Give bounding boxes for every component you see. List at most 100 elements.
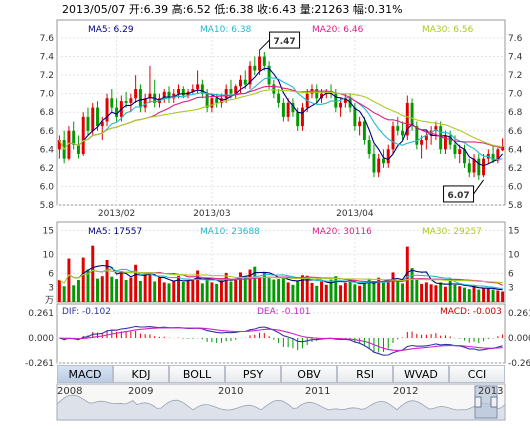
tab-psy[interactable]: PSY [225, 365, 281, 383]
volume-bar [186, 280, 190, 302]
candle-body [191, 89, 195, 92]
annotation-box [269, 31, 301, 49]
price-legend-ma20: MA20: 6.46 [312, 25, 364, 35]
candle-body [162, 91, 166, 99]
candle-body [372, 153, 376, 173]
tab-rsi[interactable]: RSI [337, 365, 393, 383]
candle-body [424, 135, 428, 141]
volume-bar [200, 283, 204, 302]
macd-tick-left: 0.261 [28, 309, 54, 319]
header-field-6: 幅:0.31% [353, 3, 403, 16]
annotation-value: 6.07 [447, 191, 469, 201]
volume-tick-right: 6 [508, 269, 514, 279]
macd-tick-right: -0.261 [508, 359, 530, 369]
volume-tick-right: 15 [508, 226, 519, 236]
macd-legend-macd: MACD: -0.003 [440, 307, 502, 317]
navigator-year-label: 2010 [218, 386, 244, 397]
macd-tick-right: 0.261 [508, 309, 530, 319]
volume-bar [377, 277, 381, 302]
candle-body [401, 130, 405, 136]
annotation-leader [473, 179, 484, 195]
volume-bar [300, 275, 304, 302]
volume-bar [196, 270, 200, 302]
candle-body [134, 89, 138, 99]
volume-bar [443, 286, 447, 302]
volume-legend-ma20: MA20: 30116 [312, 227, 372, 237]
volume-bar [486, 288, 490, 302]
tab-kdj[interactable]: KDJ [113, 365, 169, 383]
candle-body [172, 93, 176, 99]
macd-dif-line [59, 325, 503, 356]
volume-unit: 万 [45, 296, 54, 306]
candle-body [277, 93, 281, 103]
volume-bar [110, 276, 114, 302]
candle-body [267, 65, 271, 85]
price-tick-left: 6.0 [40, 182, 55, 192]
volume-bar [272, 279, 276, 302]
volume-bar [277, 279, 281, 302]
price-tick-right: 6.2 [508, 164, 522, 174]
candle-body [148, 93, 152, 99]
candle-body [100, 121, 104, 127]
volume-bar [329, 279, 333, 302]
date-tick: 2013/04 [336, 209, 374, 219]
candle-body [177, 89, 181, 94]
navigator-year-label: 2011 [305, 386, 331, 397]
candle-body [81, 116, 85, 154]
volume-bar [67, 258, 71, 302]
candle-body [143, 98, 147, 108]
candle-body [167, 91, 171, 99]
volume-bar [439, 282, 443, 302]
volume-legend-ma30: MA30: 29257 [422, 227, 482, 237]
date-tick: 2013/02 [98, 209, 135, 219]
volume-bar [453, 284, 457, 302]
candle-body [386, 149, 390, 164]
volume-bar [100, 276, 104, 302]
price-tick-left: 6.2 [40, 164, 54, 174]
candle-body [367, 140, 371, 154]
candle-body [491, 153, 495, 161]
candle-body [381, 158, 385, 164]
candle-body [482, 158, 486, 176]
price-tick-left: 6.4 [40, 145, 55, 155]
volume-bar [496, 290, 500, 302]
volume-tick-right: 3 [508, 284, 514, 294]
volume-bar [124, 280, 128, 302]
price-tick-left: 7.2 [40, 71, 54, 81]
candle-body [477, 158, 481, 176]
candle-body [467, 163, 471, 173]
volume-bar [210, 282, 214, 302]
price-tick-right: 7.6 [508, 34, 523, 44]
candle-body [262, 56, 266, 66]
volume-bar [177, 275, 181, 302]
tab-obv[interactable]: OBV [281, 365, 337, 383]
annotation-leader [259, 39, 270, 51]
candle-body [234, 86, 238, 94]
candle-body [91, 107, 95, 131]
price-tick-left: 5.8 [40, 201, 55, 211]
volume-panel-frame [56, 221, 506, 303]
volume-bar [372, 283, 376, 302]
price-tick-right: 7.2 [508, 71, 522, 81]
tab-cci[interactable]: CCI [449, 365, 505, 383]
candle-body [243, 79, 247, 85]
volume-bar [134, 264, 138, 302]
candle-body [115, 107, 119, 117]
tab-macd[interactable]: MACD [57, 365, 113, 383]
volume-bar [267, 278, 271, 302]
macd-legend-dea: DEA: -0.101 [257, 307, 311, 317]
candle-body [196, 84, 200, 90]
volume-bar [281, 277, 285, 302]
volume-bar [105, 259, 109, 302]
tab-wvad[interactable]: WVAD [393, 365, 449, 383]
candle-body [129, 98, 133, 103]
tab-boll[interactable]: BOLL [169, 365, 225, 383]
candle-body [253, 65, 257, 71]
candle-body [415, 126, 419, 145]
volume-tick-left: 15 [43, 226, 54, 236]
candle-body [138, 89, 142, 108]
volume-bar [467, 289, 471, 302]
volume-bar [181, 281, 185, 302]
candle-body [439, 126, 443, 150]
price-ma10-line [78, 77, 503, 161]
